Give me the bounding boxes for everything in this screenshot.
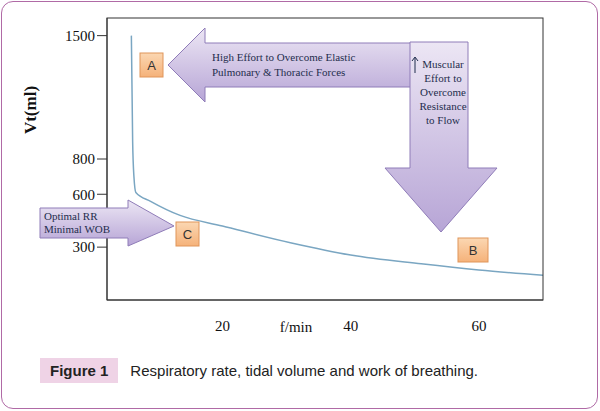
- svg-text:Optimal RR: Optimal RR: [44, 210, 98, 222]
- svg-text:B: B: [469, 243, 478, 258]
- svg-text:Effort to: Effort to: [424, 72, 462, 84]
- html-text:Respiratory rate, tidal volume: Respiratory rate, tidal volume and work …: [130, 362, 478, 379]
- svg-text:20: 20: [215, 318, 230, 334]
- svg-text:300: 300: [73, 239, 96, 255]
- svg-text:Overcome: Overcome: [420, 86, 466, 98]
- svg-text:High Effort to Overcome Elasti: High Effort to Overcome Elastic: [212, 51, 355, 63]
- svg-text:40: 40: [343, 318, 358, 334]
- svg-text:Muscular: Muscular: [422, 58, 464, 70]
- svg-text:C: C: [183, 227, 192, 242]
- svg-text:Pulmonary & Thoracic Forces: Pulmonary & Thoracic Forces: [212, 66, 345, 78]
- html-text:Figure 1: Figure 1: [50, 362, 109, 379]
- svg-text:Vt(ml): Vt(ml): [21, 86, 40, 134]
- svg-text:f/min: f/min: [280, 319, 313, 335]
- svg-text:600: 600: [73, 187, 96, 203]
- svg-text:to Flow: to Flow: [426, 114, 460, 126]
- svg-text:60: 60: [471, 318, 486, 334]
- svg-text:Minimal WOB: Minimal WOB: [44, 223, 110, 235]
- svg-text:1500: 1500: [65, 28, 95, 44]
- svg-text:Resistance: Resistance: [419, 100, 466, 112]
- svg-text:800: 800: [73, 151, 96, 167]
- svg-text:A: A: [147, 58, 156, 73]
